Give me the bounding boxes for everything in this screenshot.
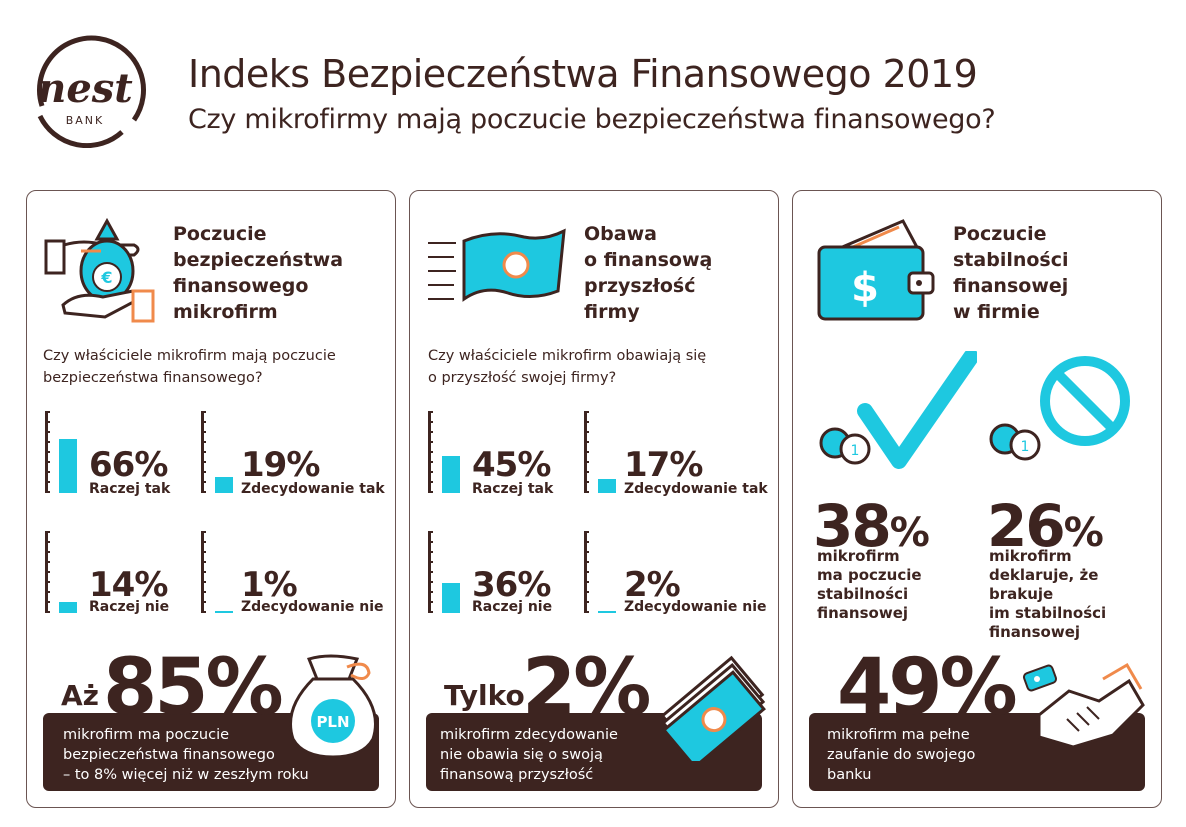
panel1-question: Czy właściciele mikrofirm mają poczucie … (43, 348, 336, 386)
bar-fill (59, 602, 77, 613)
stat-stability-yes: 38% (813, 492, 930, 560)
panel-stability: $ Poczucie stabilności finansowej w firm… (792, 190, 1162, 808)
bar-fill (442, 456, 460, 493)
big-prefix: Tylko (444, 679, 525, 712)
panel2-heading: Obawa o finansową przyszłość firmy (584, 223, 713, 323)
pct-value: 45% (472, 445, 551, 485)
pct-value: 2% (624, 565, 681, 605)
pct-label: Zdecydowanie tak (624, 481, 768, 497)
hand-money-bag-icon: € (41, 209, 161, 329)
pct-value: 14% (89, 565, 168, 605)
pct-label: Raczej nie (89, 599, 170, 615)
flying-banknote-icon (424, 221, 574, 311)
svg-text:$: $ (851, 265, 879, 311)
summary-text: mikrofirm ma poczucie bezpieczeństwa fin… (63, 727, 309, 783)
stacked-banknotes-icon (658, 651, 768, 769)
bar-fill (215, 611, 233, 613)
pct-value: 19% (241, 445, 320, 485)
stat-stability-no: 26% (987, 492, 1104, 560)
gauge-zdecydowanie-tak (201, 411, 261, 493)
gauge-raczej-tak (45, 411, 105, 493)
svg-text:1: 1 (1021, 439, 1030, 455)
pct-value: 36% (472, 565, 551, 605)
svg-text:1: 1 (851, 443, 860, 459)
page-title: Indeks Bezpieczeństwa Finansowego 2019 (188, 52, 978, 96)
pct-value: 1% (241, 565, 298, 605)
svg-text:BANK: BANK (66, 114, 105, 127)
panel1-heading: Poczucie bezpieczeństwa finansowego mikr… (173, 223, 344, 323)
summary-text: mikrofirm ma pełne zaufanie do swojego b… (827, 727, 976, 783)
gauge-zdecydowanie-nie (584, 531, 644, 613)
pct-value: 17% (624, 445, 703, 485)
panel3-heading: Poczucie stabilności finansowej w firmie (953, 223, 1069, 323)
gauge-raczej-tak (428, 411, 488, 493)
prohibited-coins-icon: 1 (987, 351, 1147, 471)
bar-fill (59, 439, 77, 493)
money-bag-pln-icon: PLN (283, 649, 383, 759)
gauge-raczej-nie (45, 531, 105, 613)
big-prefix: Aż (61, 679, 99, 712)
wallet-dollar-icon: $ (813, 213, 943, 323)
pct-value: 66% (89, 445, 168, 485)
big-number: 2% (522, 643, 651, 733)
handshake-icon (1019, 655, 1149, 755)
summary-text: mikrofirm zdecydowanie nie obawia się o … (440, 727, 618, 783)
page-subtitle: Czy mikrofirmy mają poczucie bezpieczeńs… (188, 104, 996, 135)
big-number: 85% (103, 643, 284, 733)
gauge-raczej-nie (428, 531, 488, 613)
panel-future-worry: Obawa o finansową przyszłość firmy Czy w… (409, 190, 779, 808)
pct-label: Zdecydowanie nie (624, 599, 767, 615)
svg-text:PLN: PLN (316, 713, 349, 731)
big-number: 49% (837, 643, 1018, 733)
bar-fill (215, 477, 233, 493)
panel-financial-security: € Poczucie bezpieczeństwa finansowego mi… (26, 190, 396, 808)
bar-fill (442, 583, 460, 613)
svg-text:nest: nest (37, 65, 133, 112)
stat-stability-yes-desc: mikrofirm ma poczucie stabilności finans… (817, 547, 922, 622)
gauge-zdecydowanie-tak (584, 411, 644, 493)
pct-label: Raczej tak (472, 481, 554, 497)
panel2-question: Czy właściciele mikrofirm obawiają się o… (428, 348, 707, 386)
pct-label: Raczej nie (472, 599, 553, 615)
checkmark-coins-icon: 1 (807, 349, 979, 471)
svg-text:€: € (100, 268, 112, 287)
bar-fill (598, 479, 616, 493)
bar-fill (598, 611, 616, 613)
stat-stability-no-desc: mikrofirm deklaruje, że brakuje im stabi… (989, 547, 1107, 641)
nest-bank-logo: nest BANK (22, 28, 152, 149)
gauge-zdecydowanie-nie (201, 531, 261, 613)
pct-label: Zdecydowanie nie (241, 599, 384, 615)
pct-label: Raczej tak (89, 481, 171, 497)
pct-label: Zdecydowanie tak (241, 481, 385, 497)
